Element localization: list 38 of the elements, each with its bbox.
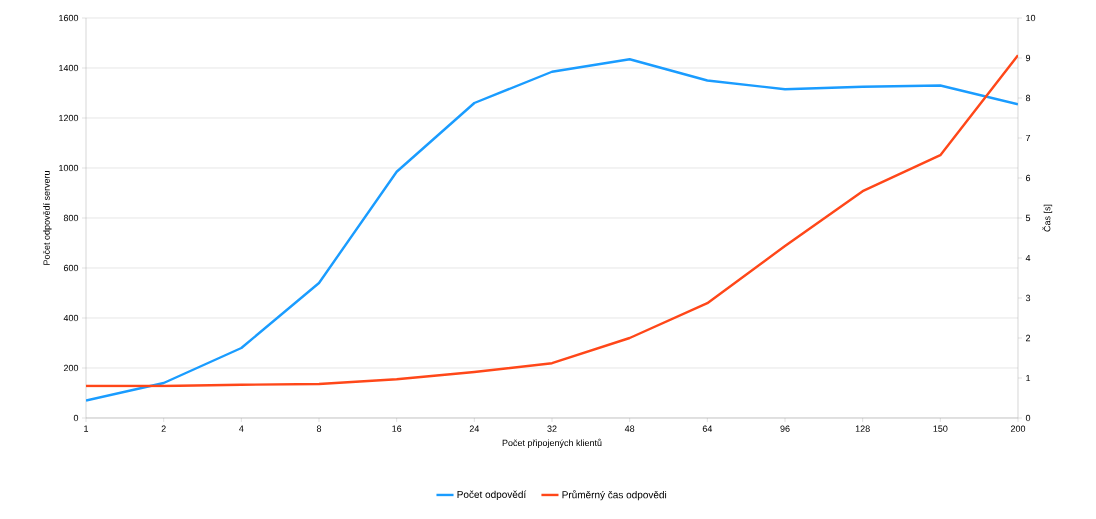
x-axis-title: Počet připojených klientů xyxy=(502,438,602,448)
y2-tick-label: 1 xyxy=(1026,374,1031,382)
y-tick-label: 1000 xyxy=(59,164,79,172)
y2-tick-label: 6 xyxy=(1025,174,1031,182)
y-tick-label: 600 xyxy=(63,264,79,272)
y2-tick-label: 4 xyxy=(1025,254,1031,262)
y2-tick-label: 0 xyxy=(1025,414,1031,422)
y-tick-label: 400 xyxy=(63,314,79,322)
y2-tick-label: 9 xyxy=(1025,54,1031,62)
y-tick-label: 0 xyxy=(73,414,79,422)
y-axis-title: Počet odpovědí serveru xyxy=(43,171,52,265)
y2-tick-label: 2 xyxy=(1025,334,1031,342)
y2-tick-label: 3 xyxy=(1025,294,1031,302)
legend-label: Počet odpovědí xyxy=(457,490,527,500)
x-tick-label: 8 xyxy=(316,425,322,432)
y-tick-label: 1600 xyxy=(59,14,79,22)
y-tick-label: 1200 xyxy=(59,114,79,122)
legend-label: Průměrný čas odpovědi xyxy=(562,490,667,501)
x-tick-label: 150 xyxy=(933,425,948,432)
x-tick-label: 1 xyxy=(84,425,89,432)
y2-tick-label: 10 xyxy=(1026,14,1036,22)
y2-tick-label: 8 xyxy=(1025,94,1031,102)
x-tick-label: 4 xyxy=(239,425,244,432)
x-tick-label: 2 xyxy=(161,425,166,432)
y2-axis-title: Čas [s] xyxy=(1042,204,1053,232)
x-tick-label: 48 xyxy=(624,425,635,432)
y-tick-label: 200 xyxy=(63,364,79,372)
x-tick-label: 24 xyxy=(469,425,480,432)
x-tick-label: 128 xyxy=(855,425,870,432)
y2-tick-label: 7 xyxy=(1025,134,1031,142)
x-tick-label: 16 xyxy=(392,425,402,432)
x-tick-label: 200 xyxy=(1010,425,1026,432)
y2-tick-label: 5 xyxy=(1025,214,1031,222)
y-tick-label: 800 xyxy=(63,214,79,222)
y-tick-label: 1400 xyxy=(59,64,79,72)
x-tick-label: 64 xyxy=(702,425,713,432)
x-tick-label: 96 xyxy=(780,425,790,432)
x-tick-label: 32 xyxy=(547,425,557,432)
